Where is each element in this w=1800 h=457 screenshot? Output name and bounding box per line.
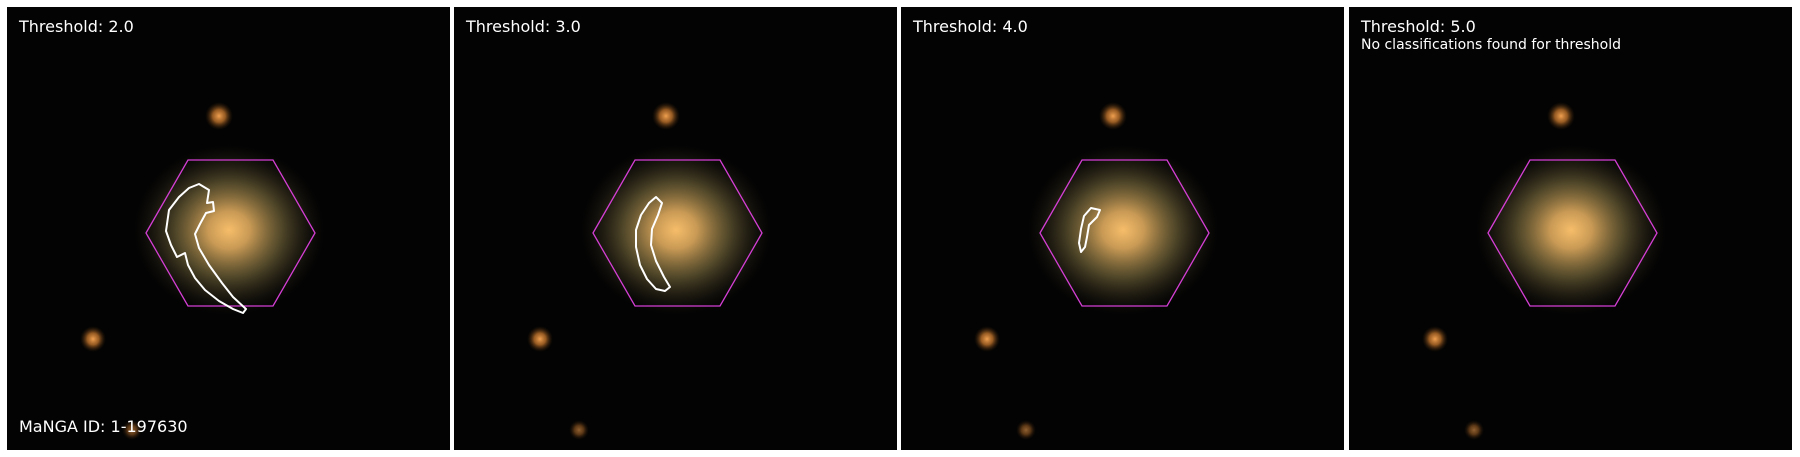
star	[569, 420, 589, 440]
classification-outline	[1078, 207, 1101, 253]
galaxy	[134, 145, 324, 315]
star	[122, 420, 142, 440]
threshold-label: Threshold: 5.0	[1361, 17, 1476, 36]
star	[205, 102, 233, 130]
image-panel-threshold-4: Threshold: 4.0	[901, 7, 1344, 450]
threshold-label: Threshold: 4.0	[913, 17, 1028, 36]
star	[1422, 326, 1448, 352]
classification-outline	[635, 196, 671, 292]
galaxy-image	[80, 102, 324, 440]
star	[1099, 102, 1127, 130]
star	[1464, 420, 1484, 440]
galaxy-image	[974, 102, 1218, 440]
threshold-label: Threshold: 3.0	[466, 17, 581, 36]
galaxy-image	[527, 102, 771, 440]
galaxy	[1028, 145, 1218, 315]
star	[527, 326, 553, 352]
hexagon-footprint	[1487, 159, 1658, 307]
hexagon-footprint	[145, 159, 316, 307]
star	[652, 102, 680, 130]
galaxy-image	[1422, 102, 1666, 440]
star	[974, 326, 1000, 352]
hexagon-footprint	[592, 159, 763, 307]
galaxy	[581, 145, 771, 315]
threshold-label: Threshold: 2.0	[19, 17, 134, 36]
no-classifications-note: No classifications found for threshold	[1361, 37, 1621, 53]
galaxy	[1476, 145, 1666, 315]
image-panel-threshold-2: Threshold: 2.0 MaNGA ID: 1-197630	[7, 7, 450, 450]
star	[1016, 420, 1036, 440]
star	[80, 326, 106, 352]
hexagon-footprint	[1039, 159, 1210, 307]
image-panel-threshold-5: Threshold: 5.0 No classifications found …	[1349, 7, 1792, 450]
manga-id-label: MaNGA ID: 1-197630	[19, 417, 188, 436]
image-panel-threshold-3: Threshold: 3.0	[454, 7, 897, 450]
classification-outline	[165, 183, 247, 314]
star	[1547, 102, 1575, 130]
